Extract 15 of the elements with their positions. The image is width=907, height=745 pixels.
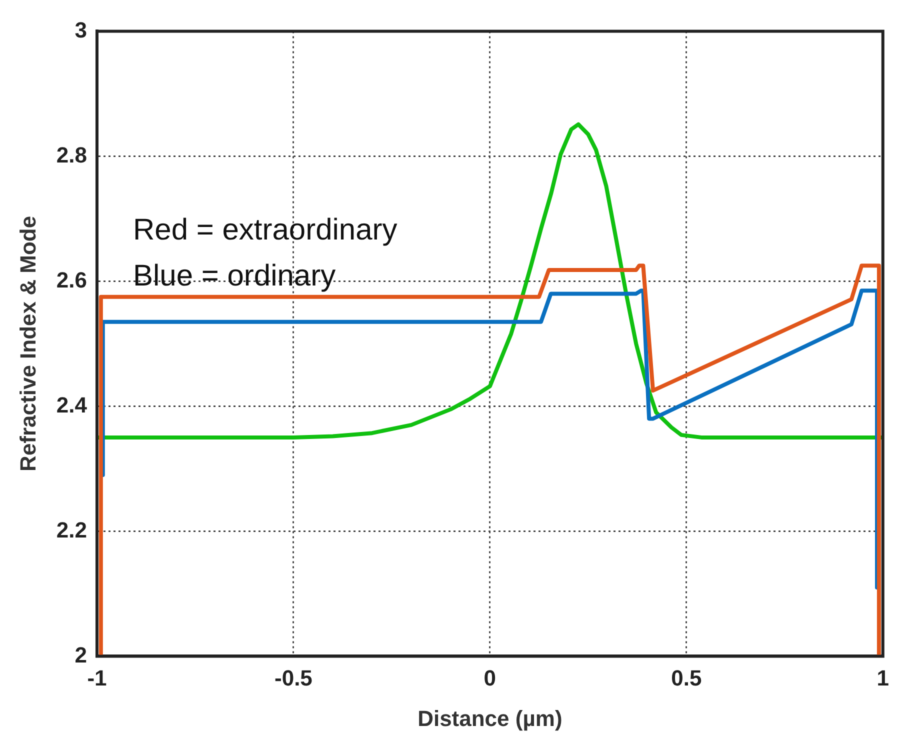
x-tick-label: 0 (484, 665, 496, 690)
y-tick-label: 2.4 (56, 392, 88, 418)
annotation: Blue = ordinary (132, 259, 336, 292)
y-tick-label: 3 (74, 17, 87, 42)
x-tick-label: 1 (876, 665, 890, 690)
annotation: Red = extraordinary (132, 213, 398, 246)
y-axis-title: Refractive Index & Mode (15, 216, 40, 472)
y-tick-label: 2.8 (56, 142, 87, 168)
x-tick-label: -1 (87, 665, 107, 690)
y-tick-label: 2.2 (56, 517, 87, 542)
x-axis-title: Distance (µm) (418, 706, 562, 731)
y-tick-label: 2 (74, 642, 87, 668)
x-tick-label: 0.5 (671, 665, 702, 690)
x-tick-label: -0.5 (274, 665, 312, 690)
y-tick-label: 2.6 (56, 267, 87, 292)
